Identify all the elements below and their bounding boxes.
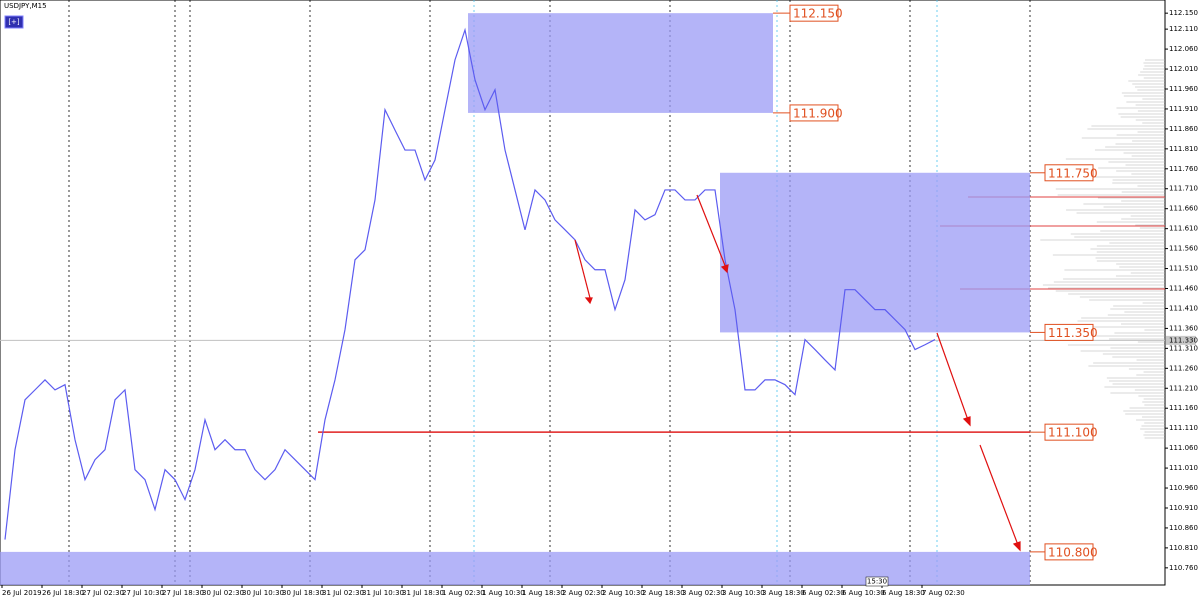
y-tick-label: 111.160 bbox=[1169, 404, 1198, 412]
y-tick-label: 111.910 bbox=[1169, 105, 1198, 113]
arrow-head bbox=[720, 264, 729, 274]
level-label-box bbox=[1044, 423, 1094, 441]
arrow bbox=[936, 332, 969, 421]
y-tick-label: 111.210 bbox=[1169, 384, 1198, 392]
x-tick-label: 6 Aug 18:30 bbox=[882, 589, 925, 597]
y-tick-label: 111.510 bbox=[1169, 265, 1198, 273]
button-box[interactable] bbox=[4, 15, 24, 29]
x-tick-label: 6 Aug 02:30 bbox=[802, 589, 845, 597]
time-marker-box bbox=[865, 576, 889, 587]
x-tick-label: 30 Jul 18:30 bbox=[282, 589, 324, 597]
level-label: 111.750 bbox=[1048, 166, 1098, 180]
y-tick-label: 111.410 bbox=[1169, 304, 1198, 312]
y-tick-label: 111.460 bbox=[1169, 285, 1198, 293]
arrow bbox=[979, 444, 1019, 546]
x-tick-label: 27 Jul 10:30 bbox=[122, 589, 164, 597]
x-tick-label: 2 Aug 10:30 bbox=[602, 589, 645, 597]
y-tick-label: 111.010 bbox=[1169, 464, 1198, 472]
x-tick-label: 30 Jul 10:30 bbox=[242, 589, 284, 597]
arrow-head bbox=[1012, 541, 1021, 552]
y-tick-label: 111.560 bbox=[1169, 245, 1198, 253]
current-price-label: 111.330 bbox=[1169, 336, 1198, 344]
y-tick-label: 112.010 bbox=[1169, 65, 1198, 73]
level-label: 112.150 bbox=[793, 7, 843, 21]
y-tick-label: 110.910 bbox=[1169, 504, 1198, 512]
y-tick-label: 111.060 bbox=[1169, 444, 1198, 452]
level-label-box bbox=[1044, 323, 1094, 341]
zone bbox=[0, 551, 1030, 585]
x-tick-label: 31 Jul 18:30 bbox=[402, 589, 444, 597]
y-tick-label: 110.860 bbox=[1169, 524, 1198, 532]
y-tick-label: 111.710 bbox=[1169, 185, 1198, 193]
y-tick-label: 111.110 bbox=[1169, 424, 1198, 432]
y-tick-label: 111.310 bbox=[1169, 344, 1198, 352]
y-tick-label: 111.860 bbox=[1169, 125, 1198, 133]
level-label-box bbox=[1044, 543, 1094, 561]
arrows bbox=[574, 194, 1021, 552]
y-tick-label: 112.150 bbox=[1169, 9, 1198, 17]
y-tick-label: 112.060 bbox=[1169, 45, 1198, 53]
y-tick-label: 111.660 bbox=[1169, 205, 1198, 213]
price-line bbox=[4, 27, 936, 540]
x-tick-label: 1 Aug 02:30 bbox=[442, 589, 485, 597]
button-label[interactable]: [+] bbox=[8, 18, 20, 26]
x-tick-label: 26 Jul 18:30 bbox=[42, 589, 84, 597]
y-tick-label: 111.610 bbox=[1169, 225, 1198, 233]
x-tick-label: 3 Aug 18:30 bbox=[762, 589, 805, 597]
y-tick-label: 110.960 bbox=[1169, 484, 1198, 492]
zone bbox=[720, 172, 1030, 333]
x-tick-label: 7 Aug 02:30 bbox=[922, 589, 965, 597]
arrow bbox=[696, 194, 727, 269]
level-label-box bbox=[789, 4, 839, 22]
x-tick-label: 30 Jul 02:30 bbox=[202, 589, 244, 597]
x-tick-label: 27 Jul 02:30 bbox=[82, 589, 124, 597]
x-tick-label: 27 Jul 18:30 bbox=[162, 589, 204, 597]
zone bbox=[468, 13, 773, 113]
level-label: 111.350 bbox=[1048, 326, 1098, 340]
chart-title: USDJPY,M15 bbox=[4, 2, 47, 10]
time-marker: 15:30 bbox=[867, 578, 887, 586]
x-tick-label: 2 Aug 02:30 bbox=[562, 589, 605, 597]
current-price-box bbox=[1166, 335, 1196, 345]
y-tick-label: 111.360 bbox=[1169, 324, 1198, 332]
arrow bbox=[574, 239, 591, 299]
x-tick-label: 1 Aug 10:30 bbox=[482, 589, 525, 597]
level-label: 110.800 bbox=[1048, 545, 1098, 559]
y-tick-label: 111.260 bbox=[1169, 364, 1198, 372]
x-tick-label: 1 Aug 18:30 bbox=[522, 589, 565, 597]
level-label-box bbox=[1044, 164, 1094, 182]
y-tick-label: 111.810 bbox=[1169, 145, 1198, 153]
arrow-head bbox=[962, 416, 971, 427]
x-tick-label: 3 Aug 02:30 bbox=[682, 589, 725, 597]
y-tick-label: 111.960 bbox=[1169, 85, 1198, 93]
y-tick-label: 110.760 bbox=[1169, 564, 1198, 572]
x-tick-label: 31 Jul 02:30 bbox=[322, 589, 364, 597]
y-tick-label: 112.110 bbox=[1169, 25, 1198, 33]
x-tick-label: 6 Aug 10:30 bbox=[842, 589, 885, 597]
level-label: 111.900 bbox=[793, 106, 843, 120]
level-label: 111.100 bbox=[1048, 426, 1098, 440]
x-tick-label: 26 Jul 2019 bbox=[2, 589, 42, 597]
y-tick-label: 111.760 bbox=[1169, 165, 1198, 173]
y-tick-label: 110.810 bbox=[1169, 544, 1198, 552]
x-tick-label: 3 Aug 10:30 bbox=[722, 589, 765, 597]
x-tick-label: 2 Aug 18:30 bbox=[642, 589, 685, 597]
level-label-box bbox=[789, 104, 839, 122]
x-tick-label: 31 Jul 10:30 bbox=[362, 589, 404, 597]
arrow-head bbox=[584, 297, 593, 305]
